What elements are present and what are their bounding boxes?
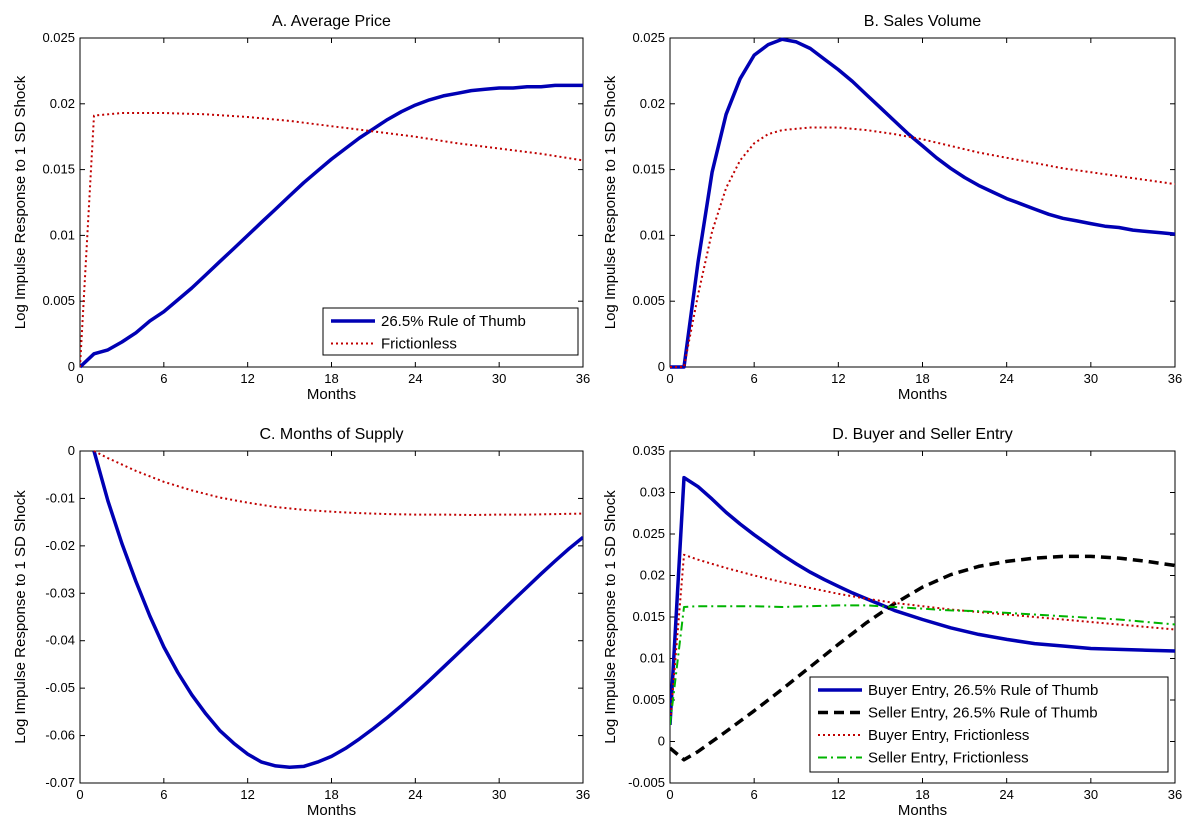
y-tick-label: -0.07 bbox=[45, 775, 75, 790]
y-tick-label: -0.05 bbox=[45, 680, 75, 695]
x-tick-label: 18 bbox=[324, 371, 338, 386]
y-tick-label: 0.03 bbox=[640, 485, 665, 500]
y-tick-label: 0.02 bbox=[640, 568, 665, 583]
x-axis-label: Months bbox=[307, 802, 356, 819]
x-axis-label: Months bbox=[898, 386, 947, 403]
y-tick-label: 0.01 bbox=[640, 227, 665, 242]
y-tick-label: 0.01 bbox=[50, 227, 75, 242]
legend-label: Buyer Entry, Frictionless bbox=[868, 727, 1029, 744]
x-tick-label: 36 bbox=[1168, 371, 1182, 386]
legend-label: Seller Entry, Frictionless bbox=[868, 750, 1029, 767]
chart-panel-a: 0 6 12 18 24 30 36 0 0.005 0.01 0.015 0.02 0.025 A. A… bbox=[12, 13, 590, 403]
y-tick-label: 0.015 bbox=[632, 609, 665, 624]
legend: Buyer Entry, 26.5% Rule of Thumb Seller E… bbox=[810, 677, 1168, 772]
x-tick-label: 30 bbox=[1084, 371, 1098, 386]
x-tick-label: 36 bbox=[1168, 787, 1182, 802]
y-tick-label: 0 bbox=[658, 359, 665, 374]
y-tick-label: -0.04 bbox=[45, 633, 75, 648]
x-tick-label: 18 bbox=[915, 787, 929, 802]
y-axis-label: Log Impulse Response to 1 SD Shock bbox=[12, 490, 29, 744]
legend: 26.5% Rule of Thumb Frictionless bbox=[323, 308, 578, 355]
plot-frame bbox=[670, 38, 1175, 367]
y-tick-label: 0 bbox=[68, 359, 75, 374]
x-tick-label: 24 bbox=[999, 787, 1013, 802]
y-axis-label: Log Impulse Response to 1 SD Shock bbox=[602, 490, 619, 744]
y-axis-label: Log Impulse Response to 1 SD Shock bbox=[12, 75, 29, 329]
y-tick-label: 0.01 bbox=[640, 651, 665, 666]
y-tick-label: 0.02 bbox=[50, 96, 75, 111]
y-tick-label: 0 bbox=[658, 734, 665, 749]
x-axis-label: Months bbox=[898, 802, 947, 819]
x-tick-label: 30 bbox=[1084, 787, 1098, 802]
x-tick-label: 0 bbox=[666, 371, 673, 386]
chart-title: B. Sales Volume bbox=[864, 13, 982, 30]
x-tick-label: 12 bbox=[831, 371, 845, 386]
y-tick-label: 0.015 bbox=[632, 162, 665, 177]
x-tick-label: 36 bbox=[576, 787, 590, 802]
x-tick-label: 30 bbox=[492, 371, 506, 386]
legend-label: Frictionless bbox=[381, 336, 457, 353]
y-tick-label: -0.01 bbox=[45, 490, 75, 505]
x-tick-label: 12 bbox=[240, 371, 254, 386]
y-tick-label: -0.03 bbox=[45, 585, 75, 600]
y-tick-label: 0.025 bbox=[632, 526, 665, 541]
x-tick-label: 36 bbox=[576, 371, 590, 386]
plot-frame bbox=[80, 451, 583, 783]
y-tick-label: 0.025 bbox=[632, 30, 665, 45]
x-tick-label: 6 bbox=[160, 787, 167, 802]
y-tick-label: 0 bbox=[68, 443, 75, 458]
x-tick-label: 18 bbox=[915, 371, 929, 386]
x-axis-label: Months bbox=[307, 386, 356, 403]
y-tick-label: 0.02 bbox=[640, 96, 665, 111]
y-tick-label: 0.005 bbox=[632, 692, 665, 707]
y-tick-label: 0.005 bbox=[632, 293, 665, 308]
chart-panel-d: 0 6 12 18 24 30 36-0.00500.0050.010.0150.020.0… bbox=[602, 426, 1182, 819]
x-tick-label: 0 bbox=[666, 787, 673, 802]
x-tick-label: 6 bbox=[160, 371, 167, 386]
y-tick-label: -0.02 bbox=[45, 538, 75, 553]
x-tick-label: 6 bbox=[751, 371, 758, 386]
x-tick-label: 24 bbox=[999, 371, 1013, 386]
y-tick-label: 0.035 bbox=[632, 443, 665, 458]
x-tick-label: 24 bbox=[408, 787, 422, 802]
x-tick-label: 30 bbox=[492, 787, 506, 802]
chart-panel-c: 0 6 12 18 24 30 36 -0.07 -0.06 -0.05 -0.04 -0.03 -0.… bbox=[12, 426, 590, 819]
x-tick-label: 24 bbox=[408, 371, 422, 386]
chart-title: C. Months of Supply bbox=[259, 426, 403, 443]
x-tick-label: 0 bbox=[76, 371, 83, 386]
legend-label: Seller Entry, 26.5% Rule of Thumb bbox=[868, 705, 1098, 722]
chart-title: D. Buyer and Seller Entry bbox=[832, 426, 1013, 443]
y-tick-label: -0.06 bbox=[45, 728, 75, 743]
y-axis-label: Log Impulse Response to 1 SD Shock bbox=[602, 75, 619, 329]
y-tick-label: 0.015 bbox=[42, 162, 75, 177]
legend-label: Buyer Entry, 26.5% Rule of Thumb bbox=[868, 682, 1098, 699]
chart-title: A. Average Price bbox=[272, 13, 391, 30]
x-tick-label: 18 bbox=[324, 787, 338, 802]
y-tick-label: 0.005 bbox=[42, 293, 75, 308]
x-tick-label: 12 bbox=[831, 787, 845, 802]
y-tick-label: 0.025 bbox=[42, 30, 75, 45]
x-tick-label: 6 bbox=[751, 787, 758, 802]
x-tick-label: 12 bbox=[240, 787, 254, 802]
chart-panel-b: 0 6 12 18 24 30 36 0 0.005 0.01 0.015 0.02 0.025 B. S… bbox=[602, 13, 1182, 403]
legend-label: 26.5% Rule of Thumb bbox=[381, 313, 526, 330]
x-tick-label: 0 bbox=[76, 787, 83, 802]
y-tick-label: -0.005 bbox=[628, 775, 665, 790]
